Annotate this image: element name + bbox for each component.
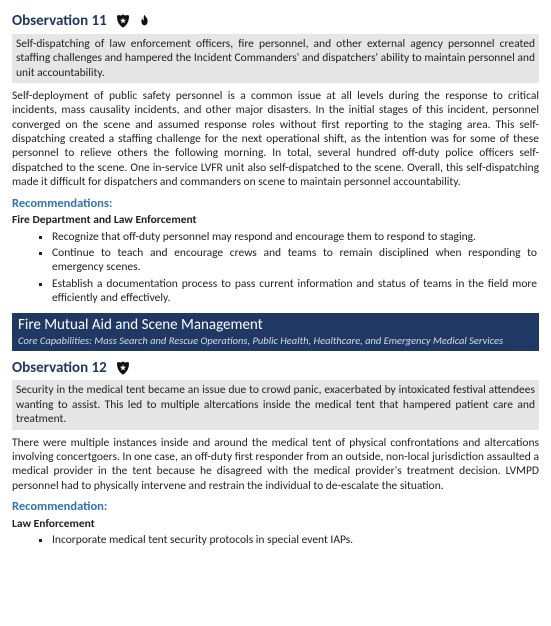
- observation-12-body: There were multiple instances inside and…: [12, 436, 539, 494]
- observation-11-summary: Self-dispatching of law enforcement offi…: [12, 34, 539, 83]
- observation-11-heading: Observation 11: [12, 12, 539, 31]
- observation-11-body: Self-deployment of public safety personn…: [12, 89, 539, 190]
- list-item: Continue to teach and encourage crews an…: [52, 246, 539, 275]
- observation-12-label: Observation 12: [12, 359, 107, 378]
- observation-11-bullets: Recognize that off-duty personnel may re…: [12, 230, 539, 306]
- section-banner-title: Fire Mutual Aid and Scene Management: [18, 316, 533, 335]
- section-banner-subtitle: Core Capabilities: Mass Search and Rescu…: [18, 335, 533, 347]
- list-item: Recognize that off-duty personnel may re…: [52, 230, 539, 244]
- observation-12-summary: Security in the medical tent became an i…: [12, 380, 539, 429]
- observation-12-bullets: Incorporate medical tent security protoc…: [12, 533, 539, 547]
- badge-icon: [115, 13, 131, 29]
- observation-11-rec-heading: Recommendations:: [12, 196, 539, 212]
- observation-12-heading: Observation 12: [12, 359, 539, 378]
- observation-11-rec-subheading: Fire Department and Law Enforcement: [12, 213, 539, 227]
- flame-icon: [137, 13, 152, 29]
- observation-11-label: Observation 11: [12, 12, 107, 31]
- observation-12-rec-heading: Recommendation:: [12, 499, 539, 515]
- section-banner: Fire Mutual Aid and Scene Management Cor…: [12, 313, 539, 350]
- observation-12-rec-subheading: Law Enforcement: [12, 517, 539, 531]
- list-item: Incorporate medical tent security protoc…: [52, 533, 539, 547]
- badge-icon: [115, 360, 131, 376]
- list-item: Establish a documentation process to pas…: [52, 277, 539, 306]
